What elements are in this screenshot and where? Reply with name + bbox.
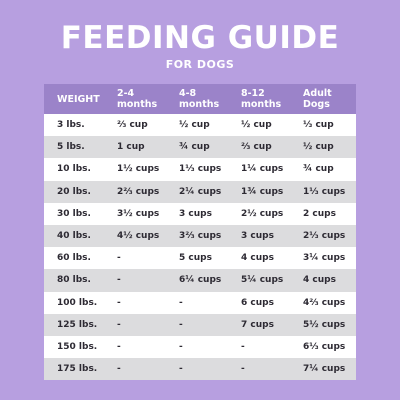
cell-adult-dogs: 4 cups bbox=[290, 269, 356, 292]
cell-4-8-months: 1⅓ cups bbox=[166, 158, 228, 181]
cell-2-4-months: - bbox=[104, 247, 166, 270]
cell-8-12-months: 1¾ cups bbox=[228, 180, 290, 203]
cell-8-12-months: 4 cups bbox=[228, 247, 290, 270]
cell-4-8-months: - bbox=[166, 313, 228, 336]
table-row: 80 lbs. -6¼ cups 5¼ cups 4 cups bbox=[44, 269, 356, 292]
table-row: 100 lbs. - -6 cups 4⅔ cups bbox=[44, 291, 356, 314]
cell-adult-dogs: 2⅓ cups bbox=[290, 224, 356, 248]
cell-adult-dogs: 2 cups bbox=[290, 202, 356, 225]
cell-adult-dogs: 1⅓ cups bbox=[290, 180, 356, 203]
cell-4-8-months: 5 cups bbox=[166, 247, 228, 270]
header-8-12-months: 8-12 months bbox=[228, 84, 290, 114]
table-header-row: WEIGHT 2-4 months 4-8 months 8-12 months… bbox=[44, 84, 356, 114]
cell-4-8-months: 3 cups bbox=[166, 202, 228, 225]
weight-cell: 80 lbs. bbox=[44, 269, 104, 292]
cell-2-4-months: 2⅔ cups bbox=[104, 180, 166, 203]
weight-cell: 10 lbs. bbox=[44, 158, 104, 181]
cell-4-8-months: - bbox=[166, 358, 228, 381]
weight-cell: 5 lbs. bbox=[44, 136, 104, 159]
cell-adult-dogs: 4⅔ cups bbox=[290, 291, 356, 314]
cell-8-12-months: 2½ cups bbox=[228, 202, 290, 225]
table-body: 3 lbs. ⅔ cup ½ cup ½ cup ⅓ cup 5 lbs. 1 cup ¾ c… bbox=[44, 114, 356, 381]
cell-adult-dogs: ¾ cup bbox=[290, 158, 356, 181]
weight-cell: 125 lbs. bbox=[44, 313, 104, 336]
weight-cell: 60 lbs. bbox=[44, 247, 104, 270]
cell-4-8-months: 2¼ cups bbox=[166, 180, 228, 203]
cell-adult-dogs: ⅓ cup bbox=[290, 114, 356, 137]
cell-8-12-months: 5¼ cups bbox=[228, 269, 290, 292]
table-row: 40 lbs. 4½ cups 3⅔ cups 3 cups 2⅓ cups bbox=[44, 224, 356, 248]
header-adult-dogs: Adult Dogs bbox=[290, 84, 356, 114]
weight-cell: 175 lbs. bbox=[44, 358, 104, 381]
cell-4-8-months: - bbox=[166, 291, 228, 314]
cell-adult-dogs: 3¼ cups bbox=[290, 247, 356, 270]
table-row: 5 lbs. 1 cup ¾ cup ⅔ cup ½ cup bbox=[44, 136, 356, 159]
cell-4-8-months: ¾ cup bbox=[166, 136, 228, 159]
cell-8-12-months: 7 cups bbox=[228, 313, 290, 336]
cell-8-12-months: 3 cups bbox=[228, 224, 290, 248]
cell-2-4-months: 4½ cups bbox=[104, 224, 166, 248]
header-weight: WEIGHT bbox=[44, 84, 104, 114]
cell-8-12-months: 1¼ cups bbox=[228, 158, 290, 181]
header-2-4-months: 2-4 months bbox=[104, 84, 166, 114]
table-row: 10 lbs. 1½ cups 1⅓ cups 1¼ cups ¾ cup bbox=[44, 158, 356, 181]
feeding-table: WEIGHT 2-4 months 4-8 months 8-12 months… bbox=[44, 84, 356, 381]
weight-cell: 150 lbs. bbox=[44, 335, 104, 359]
weight-cell: 3 lbs. bbox=[44, 114, 104, 137]
cell-2-4-months: - bbox=[104, 291, 166, 314]
weight-cell: 100 lbs. bbox=[44, 291, 104, 314]
weight-cell: 30 lbs. bbox=[44, 202, 104, 225]
table-row: 125 lbs. - -7 cups 5½ cups bbox=[44, 313, 356, 336]
header-4-8-months: 4-8 months bbox=[166, 84, 228, 114]
cell-4-8-months: 6¼ cups bbox=[166, 269, 228, 292]
cell-2-4-months: 3½ cups bbox=[104, 202, 166, 225]
table-row: 175 lbs. - - -7¼ cups bbox=[44, 358, 356, 381]
weight-cell: 20 lbs. bbox=[44, 180, 104, 203]
cell-8-12-months: ½ cup bbox=[228, 114, 290, 137]
table-row: 3 lbs. ⅔ cup ½ cup ½ cup ⅓ cup bbox=[44, 114, 356, 137]
weight-cell: 40 lbs. bbox=[44, 224, 104, 248]
cell-8-12-months: - bbox=[228, 358, 290, 381]
cell-2-4-months: - bbox=[104, 313, 166, 336]
page-title: FEEDING GUIDE bbox=[60, 20, 340, 56]
cell-adult-dogs: 7¼ cups bbox=[290, 358, 356, 381]
table-row: 60 lbs. -5 cups 4 cups 3¼ cups bbox=[44, 247, 356, 270]
cell-2-4-months: - bbox=[104, 358, 166, 381]
cell-2-4-months: 1½ cups bbox=[104, 158, 166, 181]
cell-4-8-months: 3⅔ cups bbox=[166, 224, 228, 248]
cell-4-8-months: ½ cup bbox=[166, 114, 228, 137]
cell-2-4-months: ⅔ cup bbox=[104, 114, 166, 137]
cell-2-4-months: - bbox=[104, 335, 166, 359]
cell-8-12-months: 6 cups bbox=[228, 291, 290, 314]
cell-2-4-months: 1 cup bbox=[104, 136, 166, 159]
table-row: 20 lbs. 2⅔ cups 2¼ cups 1¾ cups 1⅓ cups bbox=[44, 180, 356, 203]
cell-8-12-months: ⅔ cup bbox=[228, 136, 290, 159]
table-row: 150 lbs. - - -6⅓ cups bbox=[44, 335, 356, 359]
cell-adult-dogs: ½ cup bbox=[290, 136, 356, 159]
cell-adult-dogs: 6⅓ cups bbox=[290, 335, 356, 359]
cell-adult-dogs: 5½ cups bbox=[290, 313, 356, 336]
cell-2-4-months: - bbox=[104, 269, 166, 292]
cell-8-12-months: - bbox=[228, 335, 290, 359]
page-subtitle: FOR DOGS bbox=[165, 58, 235, 71]
cell-4-8-months: - bbox=[166, 335, 228, 359]
table-row: 30 lbs. 3½ cups 3 cups 2½ cups 2 cups bbox=[44, 202, 356, 225]
